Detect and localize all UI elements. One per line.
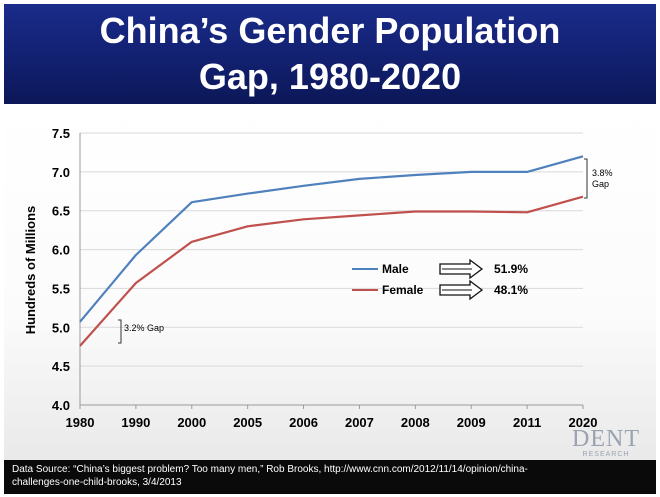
legend-label-male: Male: [382, 262, 409, 276]
x-tick-label: 1990: [121, 415, 150, 430]
footer: Data Source: “China’s biggest problem? T…: [4, 460, 656, 494]
y-axis-title: Hundreds of Millions: [23, 206, 38, 335]
x-tick-label: 2020: [569, 415, 598, 430]
x-tick-label: 2006: [289, 415, 318, 430]
gridlines: [80, 132, 583, 367]
x-tick-labels: 1980 1990 2000 2005 2006 2007 2008 2009 2011 2020: [66, 405, 598, 430]
series-lines: [79, 155, 584, 347]
chart-title: China’s Gender Population Gap, 1980-2020: [4, 8, 656, 100]
data-source-line-1: Data Source: “China’s biggest problem? T…: [12, 464, 528, 475]
legend-arrow-female: [439, 279, 484, 301]
x-tick-label: 2011: [513, 415, 541, 430]
x-tick-label: 2009: [457, 415, 486, 430]
end-gap-word: Gap: [592, 179, 609, 189]
y-tick-label: 7.0: [52, 165, 70, 180]
legend-label-female: Female: [382, 283, 424, 297]
axes: [79, 133, 583, 406]
x-tick-label: 2000: [177, 415, 206, 430]
logo-sub: RESEARCH: [582, 451, 630, 458]
dent-logo: DENT RESEARCH: [566, 426, 646, 462]
series-line-male: [79, 155, 584, 323]
y-tick-label: 6.5: [52, 204, 70, 219]
legend-share-female: 48.1%: [494, 283, 528, 297]
y-tick-labels: 4.0 4.5 5.0 5.5 6.0 6.5 7.0 7.5: [52, 126, 70, 413]
legend: Male 51.9% Female 48.1%: [352, 258, 528, 301]
title-line-1: China’s Gender Population: [99, 10, 561, 51]
y-tick-label: 5.0: [52, 320, 70, 335]
data-source-text: Data Source: “China’s biggest problem? T…: [12, 463, 632, 489]
end-gap-bracket: [584, 158, 588, 199]
y-tick-label: 7.5: [52, 126, 70, 141]
series-line-female: [79, 195, 584, 347]
logo-word: DENT: [572, 426, 640, 452]
y-tick-label: 5.5: [52, 281, 70, 296]
y-tick-label: 4.0: [52, 398, 70, 413]
x-tick-label: 2008: [401, 415, 430, 430]
x-tick-label: 2005: [233, 415, 262, 430]
end-gap-pct: 3.8%: [592, 168, 613, 178]
start-gap-label: 3.2% Gap: [124, 323, 164, 333]
y-tick-label: 6.0: [52, 243, 70, 258]
legend-share-male: 51.9%: [494, 262, 528, 276]
title-line-2: Gap, 1980-2020: [198, 56, 462, 97]
x-tick-label: 1980: [66, 415, 95, 430]
data-source-line-2: challenges-one-child-brooks, 3/4/2013: [12, 477, 182, 488]
legend-arrow-male: [439, 258, 484, 280]
start-gap-bracket: [118, 319, 122, 344]
title-band: [4, 4, 656, 104]
y-tick-label: 4.5: [52, 359, 70, 374]
x-tick-label: 2007: [345, 415, 374, 430]
